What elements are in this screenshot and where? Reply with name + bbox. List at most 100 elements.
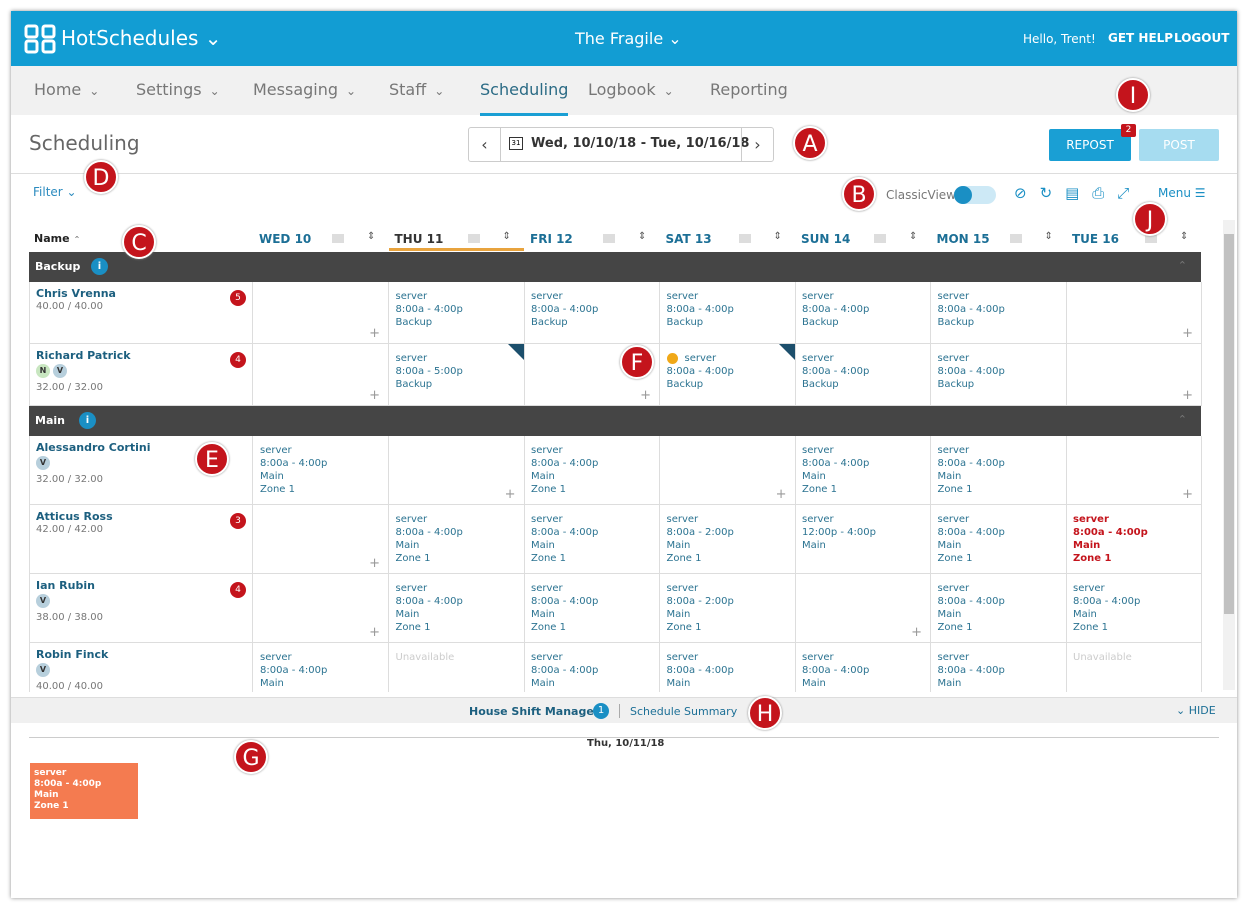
info-icon[interactable]: i xyxy=(79,412,96,429)
toolbar-icons[interactable]: ⊘↻▤⎙⤢ xyxy=(1014,184,1143,202)
shift-cell[interactable]: + xyxy=(388,436,525,505)
shift-cell[interactable]: server 8:00a - 4:00p Backup xyxy=(930,344,1067,406)
add-shift[interactable]: + xyxy=(369,625,380,640)
shift-cell[interactable]: server 8:00a - 4:00p Backup xyxy=(930,282,1067,344)
employee-name[interactable]: Atticus Ross xyxy=(36,510,113,523)
shift-cell[interactable]: + xyxy=(253,574,389,643)
schedule-summary-tab[interactable]: Schedule Summary xyxy=(630,705,738,718)
nav-item[interactable]: Settings ⌄ xyxy=(136,80,220,99)
shift-cell[interactable]: + xyxy=(1066,344,1202,406)
add-shift[interactable]: + xyxy=(1182,326,1193,341)
shift-cell[interactable]: server 8:00a - 4:00p Backup xyxy=(659,282,796,344)
hide-button[interactable]: ⌄ HIDE xyxy=(1176,704,1216,717)
shift-line: Main xyxy=(260,471,284,482)
nav-label: Staff xyxy=(389,80,427,99)
shift-cell[interactable]: server 12:00p - 4:00p Main xyxy=(795,505,931,574)
help-link[interactable]: GET HELP xyxy=(1108,31,1174,45)
shift-cell[interactable]: + xyxy=(524,344,660,406)
sort-icon: ⇕ xyxy=(773,231,782,242)
employee-name[interactable]: Alessandro Cortini xyxy=(36,441,151,454)
nav-item[interactable]: Staff ⌄ xyxy=(389,80,444,99)
shift-line: Zone 1 xyxy=(937,622,973,633)
add-shift[interactable]: + xyxy=(775,487,787,502)
shift-cell[interactable]: server 8:00a - 2:00p Main Zone 1 xyxy=(659,574,796,643)
next-week[interactable]: › xyxy=(741,128,773,161)
menu[interactable]: Menu ☰ xyxy=(1158,186,1206,200)
shift-cell[interactable]: server 8:00a - 4:00p Backup xyxy=(795,282,931,344)
nav-item[interactable]: Scheduling xyxy=(480,80,569,116)
house-shift-manager-tab[interactable]: House Shift Manager xyxy=(469,705,600,718)
classic-view-toggle[interactable] xyxy=(954,186,996,204)
shift-cell[interactable]: + xyxy=(795,574,931,643)
add-shift[interactable]: + xyxy=(640,388,651,403)
nav-item[interactable]: Reporting xyxy=(710,80,788,99)
shift-cell[interactable]: server 8:00a - 5:00p Backup xyxy=(388,344,525,406)
collapse-icon[interactable]: ⌃ xyxy=(1177,413,1187,426)
shift-cell[interactable]: + xyxy=(659,436,796,505)
employee-name[interactable]: Chris Vrenna xyxy=(36,287,116,300)
day-header[interactable]: MON 15 xyxy=(936,232,990,246)
post-button[interactable]: POST xyxy=(1139,129,1219,161)
day-header[interactable]: SUN 14 xyxy=(801,232,851,246)
add-shift[interactable]: + xyxy=(369,388,380,403)
shift-cell[interactable]: server 8:00a - 2:00p Main Zone 1 xyxy=(659,505,796,574)
employee-name[interactable]: Robin Finck xyxy=(36,648,109,661)
day-header[interactable]: FRI 12 xyxy=(530,232,573,246)
day-header[interactable]: THU 11 xyxy=(394,232,444,246)
shift-cell[interactable]: + xyxy=(253,505,389,574)
filter[interactable]: Filter ⌄ xyxy=(33,185,77,199)
shift-cell[interactable]: Unavailable xyxy=(1066,643,1202,692)
info-icon[interactable]: i xyxy=(91,258,108,275)
shift-cell[interactable]: + xyxy=(1066,282,1202,344)
nav-item[interactable]: Logbook ⌄ xyxy=(588,80,674,99)
shift-cell[interactable]: server 8:00a - 4:00p Backup xyxy=(795,344,931,406)
shift-cell[interactable]: + xyxy=(253,344,389,406)
shift-cell[interactable]: + xyxy=(253,282,389,344)
nav-item[interactable]: Home ⌄ xyxy=(34,80,99,99)
note-icon xyxy=(603,234,615,243)
add-shift[interactable]: + xyxy=(1182,388,1193,403)
repost-button[interactable]: REPOST xyxy=(1049,129,1131,161)
prev-week[interactable]: ‹ xyxy=(469,128,501,161)
shift-cell[interactable]: server 8:00a - 4:00p Backup xyxy=(524,282,660,344)
nav-item[interactable]: Messaging ⌄ xyxy=(253,80,356,99)
name-header-text[interactable]: Name xyxy=(34,232,70,245)
collapse-icon[interactable]: ⌃ xyxy=(1177,259,1187,272)
add-shift[interactable]: + xyxy=(369,326,380,341)
brand[interactable]: HotSchedules ⌄ xyxy=(61,26,222,50)
employee-name[interactable]: Richard Patrick xyxy=(36,349,131,362)
shift-cell[interactable]: server 8:00a - 4:00p Backup xyxy=(659,344,796,406)
shift-card[interactable]: server 8:00a - 4:00p Main Zone 1 xyxy=(30,763,138,819)
add-shift[interactable]: + xyxy=(911,625,922,640)
logout-link[interactable]: LOGOUT xyxy=(1174,31,1230,45)
shift-cell[interactable]: + xyxy=(1066,436,1202,505)
location[interactable]: The Fragile ⌄ xyxy=(575,29,682,48)
day-header[interactable]: TUE 16 xyxy=(1072,232,1120,246)
day-header[interactable]: WED 10 xyxy=(259,232,312,246)
day-header[interactable]: SAT 13 xyxy=(665,232,712,246)
add-shift[interactable]: + xyxy=(369,556,380,571)
add-shift[interactable]: + xyxy=(1182,487,1193,502)
shift-cell[interactable]: server 8:00a - 4:00p Backup xyxy=(388,282,525,344)
shift-cell[interactable]: Unavailable xyxy=(389,643,525,692)
employee-name[interactable]: Ian Rubin xyxy=(36,579,95,592)
classic-view-label: ClassicView xyxy=(886,188,956,202)
add-shift[interactable]: + xyxy=(504,487,516,502)
